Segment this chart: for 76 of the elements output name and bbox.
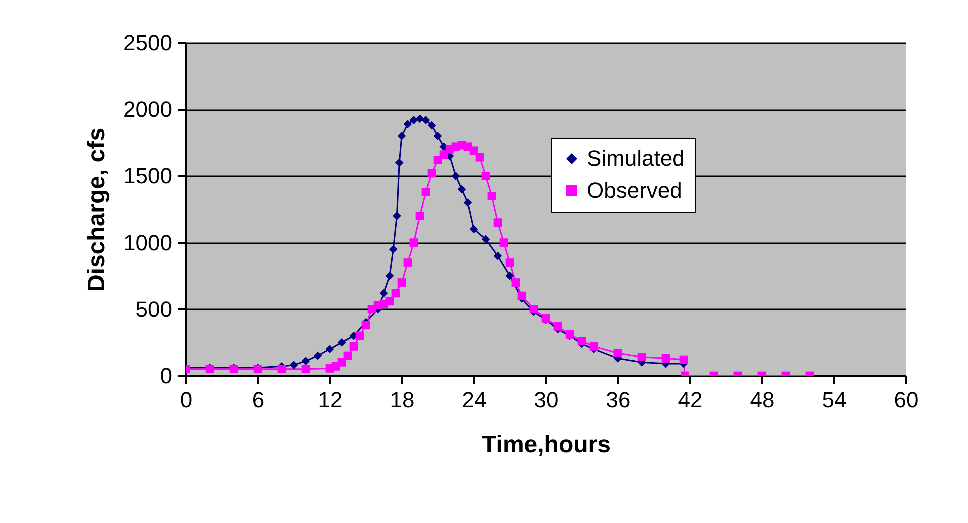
point [395, 158, 404, 168]
point [578, 337, 586, 346]
point [392, 289, 400, 298]
point [434, 132, 442, 140]
point [488, 192, 496, 200]
point [338, 358, 346, 367]
point [680, 356, 688, 364]
point [482, 235, 490, 244]
point [404, 120, 412, 128]
y-tick-label: 0 [160, 364, 172, 388]
point [494, 218, 502, 228]
legend-label: Simulated [587, 146, 685, 171]
x-tick-label: 36 [606, 388, 631, 412]
legend-label: Observed [587, 178, 682, 203]
point [554, 322, 562, 331]
point [638, 353, 646, 362]
point [428, 121, 436, 130]
point [326, 345, 334, 354]
y-tick-label: 2500 [124, 30, 172, 56]
point [518, 292, 526, 300]
point [494, 252, 502, 260]
y-tick-label: 1500 [124, 164, 172, 189]
point [470, 146, 478, 156]
x-tick-label: 42 [678, 388, 703, 412]
point [428, 169, 436, 178]
y-tick-label: 2000 [124, 97, 172, 122]
point [422, 116, 430, 124]
point [410, 238, 418, 247]
x-axis-title: Time,hours [482, 432, 611, 458]
point [506, 272, 514, 280]
y-tick-label: 1000 [124, 230, 172, 256]
x-tick-label: 48 [750, 388, 775, 412]
point [278, 365, 286, 374]
y-axis-title: Discharge, cfs [84, 128, 111, 292]
point [614, 349, 622, 358]
point [380, 289, 388, 298]
point [416, 114, 424, 124]
x-tick-label: 24 [462, 388, 487, 412]
x-tick-label: 0 [180, 388, 193, 412]
point [458, 185, 466, 194]
point [590, 342, 598, 351]
point [393, 212, 402, 220]
x-tick-label: 60 [894, 388, 919, 412]
point [662, 354, 670, 363]
x-tick-label: 30 [534, 388, 559, 412]
point [302, 365, 310, 374]
point [482, 172, 490, 180]
point [356, 332, 364, 340]
point [470, 225, 478, 234]
point [362, 321, 370, 330]
point [476, 153, 484, 162]
point [500, 238, 508, 247]
point [398, 132, 406, 140]
point [389, 245, 398, 254]
point [512, 278, 520, 287]
point [344, 352, 352, 360]
x-tick-label: 18 [390, 388, 415, 412]
point [452, 172, 460, 180]
point [404, 258, 412, 267]
point [386, 272, 394, 280]
point [386, 297, 394, 306]
point [290, 361, 298, 370]
y-tick-label: 500 [136, 296, 172, 322]
point [302, 357, 310, 366]
point [350, 342, 358, 351]
point [464, 198, 472, 208]
point [314, 352, 322, 360]
point [338, 338, 346, 347]
point [422, 188, 430, 196]
point [416, 212, 424, 220]
point [506, 258, 514, 267]
x-tick-label: 54 [822, 388, 847, 412]
x-tick-label: 12 [318, 388, 343, 412]
point [398, 278, 406, 287]
point [530, 305, 538, 314]
x-tick-label: 6 [252, 388, 265, 412]
